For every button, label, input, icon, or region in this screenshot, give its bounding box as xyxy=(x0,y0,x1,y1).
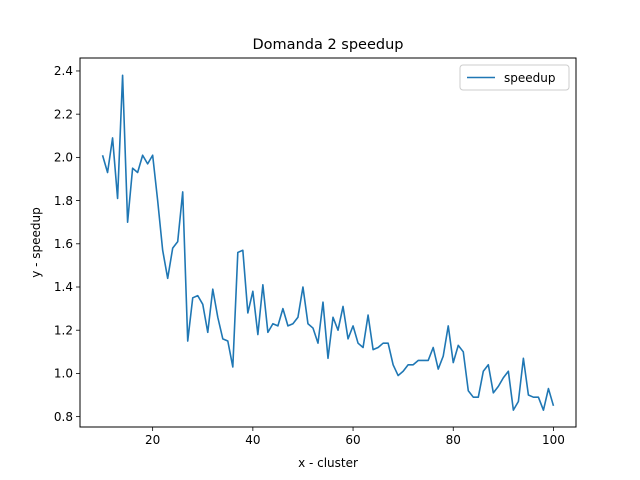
axes-frame xyxy=(79,57,577,428)
y-tick-label: 2.2 xyxy=(54,107,73,121)
x-tick-label: 80 xyxy=(446,433,461,447)
x-axis-ticks: 20 40 60 80 100 xyxy=(145,427,565,447)
x-tick-label: 100 xyxy=(542,433,565,447)
y-tick-label: 2.4 xyxy=(54,64,73,78)
chart-title: Domanda 2 speedup xyxy=(253,37,404,53)
legend: speedup xyxy=(459,64,570,91)
y-tick-label: 2.0 xyxy=(54,151,73,165)
x-axis-label: x - cluster xyxy=(298,456,358,470)
y-axis-label: y - speedup xyxy=(29,207,43,278)
y-tick-label: 0.8 xyxy=(54,410,73,424)
y-tick-label: 1.6 xyxy=(54,237,73,251)
legend-frame xyxy=(459,64,570,91)
x-tick-label: 60 xyxy=(345,433,360,447)
legend-label-speedup: speedup xyxy=(504,71,555,85)
x-tick-label: 40 xyxy=(245,433,260,447)
y-tick-label: 1.0 xyxy=(54,367,73,381)
plot-area xyxy=(101,74,555,411)
y-tick-label: 1.4 xyxy=(54,280,73,294)
series-line-0 xyxy=(101,74,555,411)
y-tick-label: 1.8 xyxy=(54,194,73,208)
y-axis-ticks: 0.8 1.0 1.2 1.4 1.6 1.8 2.0 2.2 2.4 xyxy=(54,64,80,424)
y-tick-label: 1.2 xyxy=(54,323,73,337)
x-tick-label: 20 xyxy=(145,433,160,447)
